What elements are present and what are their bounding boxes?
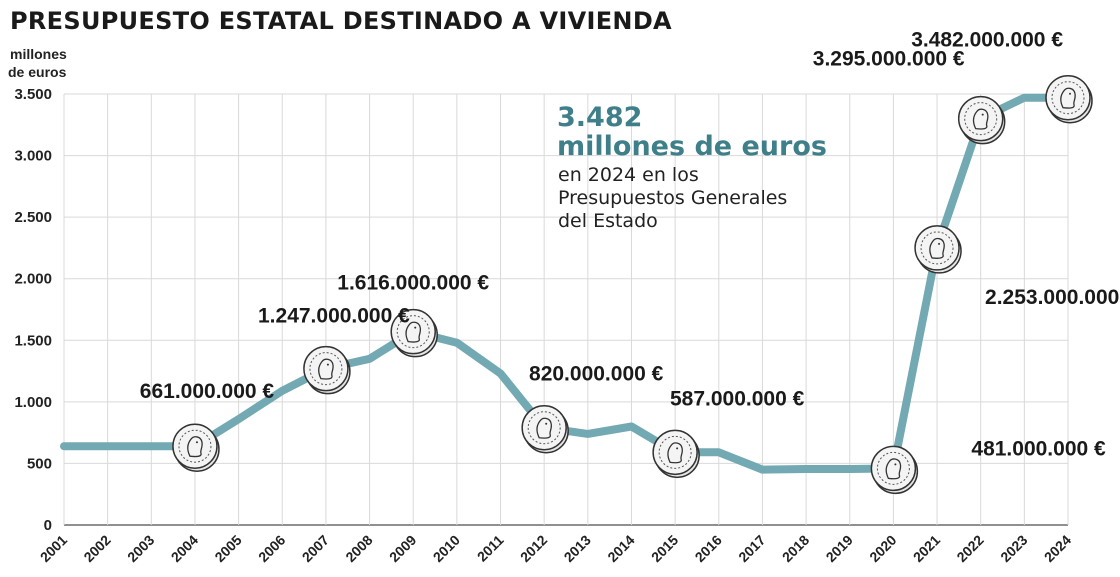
coin-marker — [172, 423, 220, 472]
y-tick-label: 3.000 — [14, 148, 52, 165]
y-tick-label: 2.500 — [14, 209, 52, 226]
coin-markers — [172, 74, 1093, 495]
y-axis-ticks: 0 500 1.000 1.500 2.000 2.500 3.000 3.500 — [14, 86, 52, 534]
coin-marker — [521, 404, 569, 454]
highlight-value: 3.482 — [557, 102, 642, 133]
x-tick-label: 2018 — [779, 532, 812, 565]
x-tick-label: 2004 — [168, 532, 201, 565]
coin-marker — [957, 95, 1006, 145]
x-tick-label: 2001 — [37, 532, 70, 565]
highlight-callout: 3.482 millones de euros en 2024 en los P… — [557, 102, 827, 232]
x-tick-label: 2016 — [692, 532, 725, 565]
x-tick-label: 2006 — [255, 532, 288, 565]
coin-marker — [870, 445, 919, 495]
y-tick-label: 0 — [44, 517, 52, 534]
coin-marker — [303, 345, 351, 395]
x-tick-label: 2012 — [517, 532, 550, 565]
y-tick-label: 500 — [27, 455, 52, 472]
x-tick-label: 2020 — [866, 532, 899, 565]
x-tick-label: 2014 — [604, 532, 637, 565]
data-label: 3.482.000.000 € — [911, 29, 1063, 52]
data-label: 661.000.000 € — [140, 380, 275, 403]
coin-marker — [390, 308, 438, 358]
highlight-text-1: en 2024 en los — [558, 164, 699, 186]
x-tick-label: 2008 — [342, 532, 375, 565]
coin-marker — [652, 429, 700, 479]
y-tick-label: 1.500 — [14, 332, 52, 349]
x-tick-label: 2011 — [474, 532, 507, 565]
x-tick-label: 2019 — [823, 532, 856, 565]
x-tick-label: 2021 — [910, 532, 943, 565]
x-tick-label: 2005 — [211, 532, 244, 565]
x-tick-label: 2024 — [1041, 532, 1074, 565]
x-tick-label: 2009 — [386, 532, 419, 565]
data-label: 820.000.000 € — [529, 363, 664, 386]
x-tick-label: 2017 — [735, 532, 768, 565]
data-label: 587.000.000 € — [670, 387, 805, 410]
highlight-text-3: del Estado — [558, 210, 658, 232]
data-label: 481.000.000 € — [971, 437, 1106, 460]
data-label: 1.616.000.000 € — [337, 272, 489, 295]
data-labels: 661.000.000 € 1.247.000.000 € 1.616.000.00… — [140, 29, 1120, 461]
y-tick-label: 3.500 — [14, 86, 52, 103]
x-tick-label: 2007 — [299, 532, 332, 565]
x-tick-label: 2013 — [561, 532, 594, 565]
x-tick-label: 2023 — [997, 532, 1030, 565]
data-label: 1.247.000.000 € — [258, 305, 410, 328]
data-label: 2.253.000.000 € — [985, 286, 1120, 309]
highlight-text-2: Presupuestos Generales — [558, 187, 787, 209]
x-tick-label: 2010 — [430, 532, 463, 565]
x-tick-label: 2002 — [80, 532, 113, 565]
y-tick-label: 1.000 — [14, 394, 52, 411]
x-tick-label: 2015 — [648, 532, 681, 565]
coin-marker — [914, 225, 962, 274]
data-label: 3.295.000.000 € — [813, 48, 965, 71]
x-tick-label: 2022 — [953, 532, 986, 565]
highlight-unit: millones de euros — [557, 131, 827, 162]
y-tick-label: 2.000 — [14, 271, 52, 288]
y-axis-unit-line-2: de euros — [8, 64, 67, 80]
y-axis-unit-line-1: millones — [10, 46, 67, 62]
coin-marker — [1045, 74, 1093, 124]
x-axis-ticks: 2001 2002 2003 2004 2005 2006 2007 2008 2009 2010… — [37, 532, 1074, 565]
chart-title: PRESUPUESTO ESTATAL DESTINADO A VIVIENDA — [10, 7, 672, 35]
x-tick-label: 2003 — [124, 532, 157, 565]
